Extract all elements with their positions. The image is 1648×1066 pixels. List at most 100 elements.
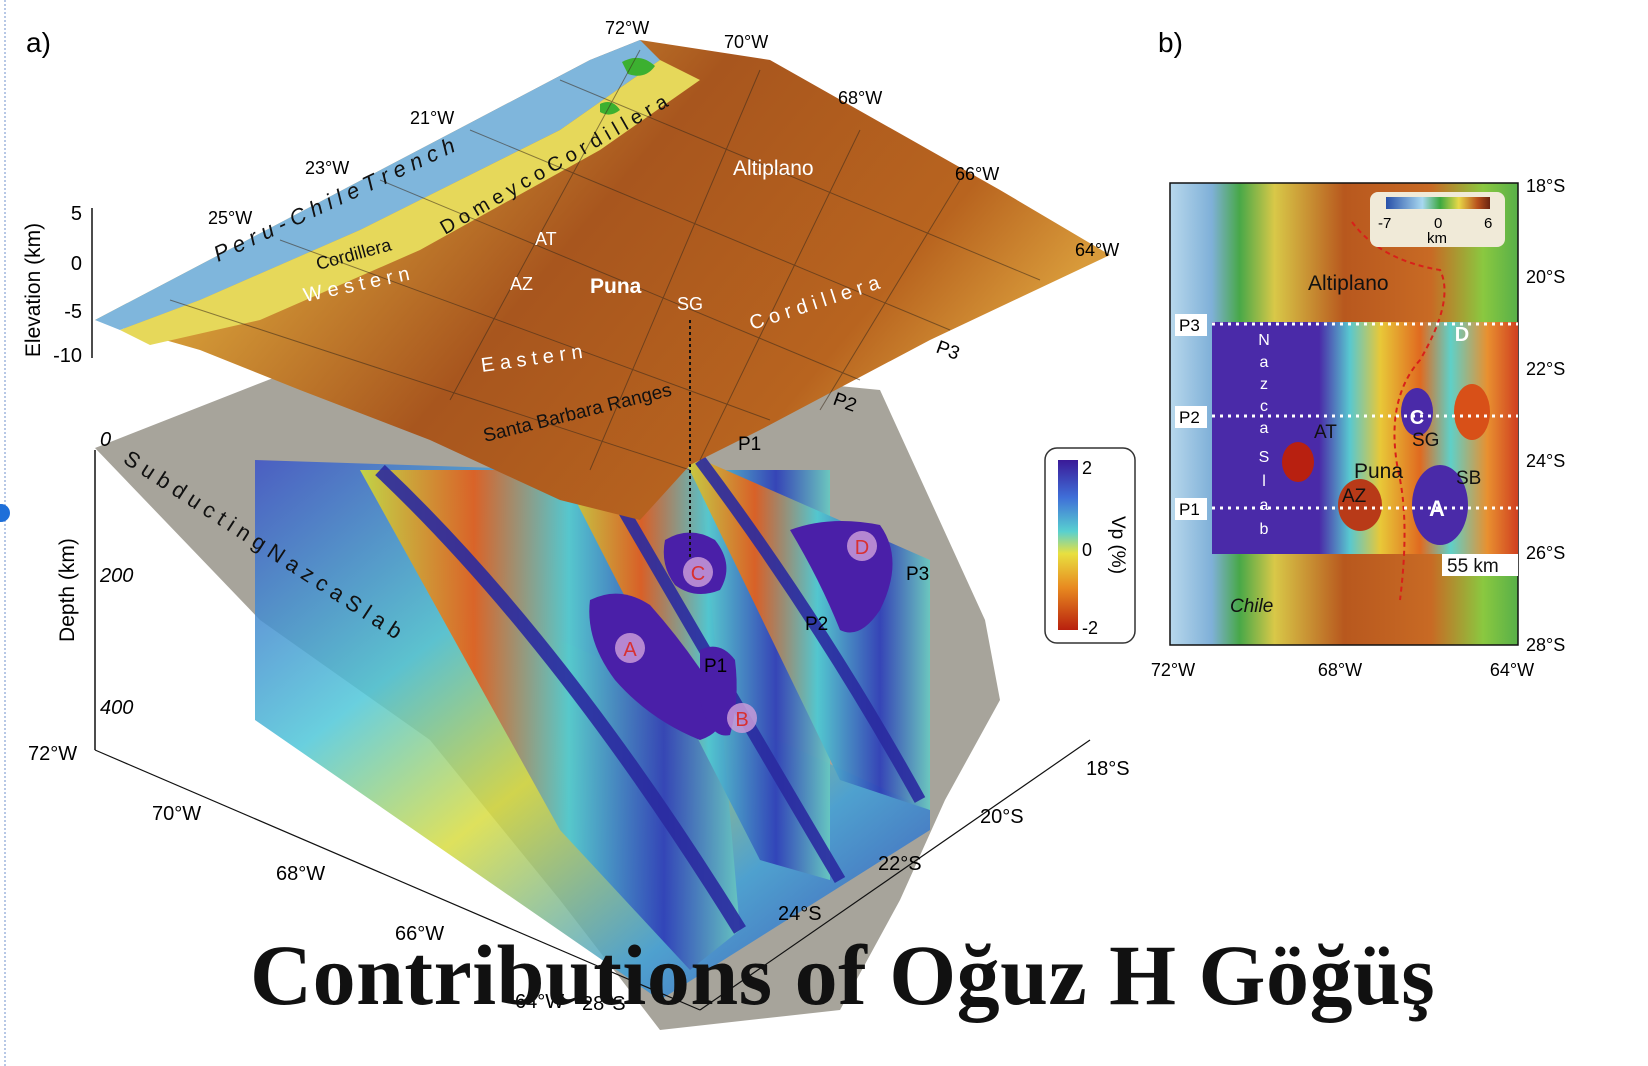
- map-anomaly-d: D: [1455, 324, 1469, 346]
- anomaly-letter: A: [623, 639, 637, 661]
- elevation-ticks: 5 0 -5 -10: [53, 203, 82, 367]
- elevation-colorbar-max: 6: [1484, 215, 1492, 232]
- map-lon-ticks: 72°W 68°W 64°W: [1151, 660, 1534, 680]
- map-lat-tick: 28°S: [1526, 635, 1565, 655]
- profile-label-p1-slice: P1: [704, 656, 727, 677]
- base-coordinates: 72°W 70°W 68°W 66°W 64°W 18°S 20°S 22°S …: [28, 743, 1130, 1015]
- top-coordinates: 72°W 70°W 68°W 66°W 64°W 21°W 23°W 25°W: [208, 18, 1119, 260]
- elevation-colorbar-mid: 0: [1434, 215, 1442, 232]
- map-at-label: AT: [1314, 422, 1337, 443]
- vp-colorbar: 2 0 -2 Vp (%): [1044, 447, 1136, 644]
- panel-b-map: [1169, 182, 1519, 646]
- ocean-trench: [95, 40, 660, 330]
- anomaly-marker-b: B: [727, 703, 757, 733]
- map-sb-label: SB: [1456, 468, 1481, 489]
- map-chile-label: Chile: [1230, 596, 1273, 617]
- slab-letter: a: [1260, 354, 1269, 371]
- map-lon-tick: 68°W: [1318, 660, 1362, 680]
- elevation-axis-title: Elevation (km): [22, 223, 45, 357]
- map-anomaly-a: A: [1429, 496, 1445, 521]
- elevation-tick: -10: [53, 345, 82, 367]
- slide-edge-rule: [4, 0, 6, 1066]
- base-lon-label: 66°W: [395, 923, 444, 945]
- bullet-dot: [0, 504, 10, 522]
- panel-b-label: b): [1158, 27, 1183, 58]
- depth-tick: 200: [99, 565, 133, 587]
- anomaly-letter: B: [735, 709, 748, 731]
- base-lat-label: 28°S: [582, 993, 626, 1015]
- az-label: AZ: [510, 274, 533, 294]
- vp-colorbar-min: -2: [1082, 618, 1098, 638]
- map-anomaly-a-body: [1412, 465, 1468, 545]
- elevation-colorbar-min: -7: [1378, 215, 1391, 232]
- anomaly-letter: D: [855, 537, 869, 559]
- map-altiplano-label: Altiplano: [1308, 272, 1389, 295]
- map-anomaly-c: C: [1410, 407, 1424, 429]
- map-low-velocity-patch: [1454, 384, 1490, 440]
- top-lon-label: 66°W: [955, 164, 999, 184]
- vp-colorbar-mid: 0: [1082, 540, 1092, 560]
- map-low-velocity-patch: [1282, 442, 1314, 482]
- slab-letter: a: [1260, 420, 1269, 437]
- slab-stripe: [695, 456, 926, 803]
- anomaly-marker-d: D: [847, 531, 877, 561]
- profile-label-p2-slice: P2: [805, 614, 828, 635]
- map-lon-tick: 72°W: [1151, 660, 1195, 680]
- anomaly-marker-c: C: [683, 557, 713, 587]
- profile-label-p3-slice: P3: [906, 564, 929, 585]
- puna-label: Puna: [590, 275, 642, 298]
- depth-ticks: 0 200 400: [99, 429, 133, 719]
- map-anomaly-c-body: [1401, 388, 1433, 436]
- slab-letter: S: [1259, 449, 1270, 466]
- map-lat-ticks: 18°S 20°S 22°S 24°S 26°S 28°S: [1526, 176, 1565, 655]
- slab-letter: l: [1262, 473, 1266, 490]
- map-profile-tag: P2: [1179, 408, 1200, 427]
- base-edge-left: [94, 749, 701, 1011]
- map-lon-tick: 64°W: [1490, 660, 1534, 680]
- map-az-label: AZ: [1342, 486, 1367, 507]
- altiplano-label: Altiplano: [733, 157, 814, 180]
- map-lat-tick: 24°S: [1526, 451, 1565, 471]
- map-puna-label: Puna: [1354, 460, 1403, 483]
- elevation-tick: 0: [71, 253, 82, 275]
- top-lon-label: 70°W: [724, 32, 768, 52]
- anomaly-letter: C: [691, 563, 705, 585]
- map-lat-tick: 26°S: [1526, 543, 1565, 563]
- elevation-colorbar-unit: km: [1427, 230, 1447, 247]
- coast-green-patch: [600, 102, 620, 115]
- at-label: AT: [535, 229, 557, 249]
- base-edge-right: [699, 739, 1091, 1011]
- top-lon-label: 72°W: [605, 18, 649, 38]
- map-depth-badge: 55 km: [1442, 554, 1518, 577]
- depth-axis-title: Depth (km): [56, 538, 79, 642]
- sg-label: SG: [677, 294, 703, 314]
- base-lon-label: 70°W: [152, 803, 201, 825]
- map-slab-letters: N a z c a S l a b: [1258, 332, 1270, 538]
- elevation-colorbar: -7 0 6 km: [1370, 192, 1505, 247]
- depth-tick: 0: [100, 429, 111, 451]
- slab-letter: c: [1260, 398, 1268, 415]
- vp-colorbar-max: 2: [1082, 458, 1092, 478]
- base-lon-label: 68°W: [276, 863, 325, 885]
- topo-grid: [169, 49, 1041, 471]
- slab-letter: a: [1260, 497, 1269, 514]
- anomaly-marker-a: A: [615, 633, 645, 663]
- elevation-tick: 5: [71, 203, 82, 225]
- slab-letter: z: [1260, 376, 1268, 393]
- top-lon-label: 64°W: [1075, 240, 1119, 260]
- base-lat-label: 22°S: [878, 853, 922, 875]
- depth-tick: 400: [100, 697, 133, 719]
- vp-colorbar-title: Vp (%): [1107, 516, 1128, 574]
- red-dashed-boundary: [1351, 221, 1446, 601]
- map-lat-tick: 22°S: [1526, 359, 1565, 379]
- top-lon-label: 68°W: [838, 88, 882, 108]
- top-lat-label: 21°W: [410, 108, 454, 128]
- map-profile-tag: P3: [1179, 316, 1200, 335]
- base-lon-label: 64°W: [515, 991, 564, 1013]
- base-lon-label: 72°W: [28, 743, 77, 765]
- coastal-plain: [120, 60, 700, 345]
- base-lat-label: 20°S: [980, 806, 1024, 828]
- map-lat-tick: 18°S: [1526, 176, 1565, 196]
- map-profile-tags: P3 P2 P1: [1175, 314, 1207, 520]
- profile-label-p1-top: P1: [738, 434, 761, 455]
